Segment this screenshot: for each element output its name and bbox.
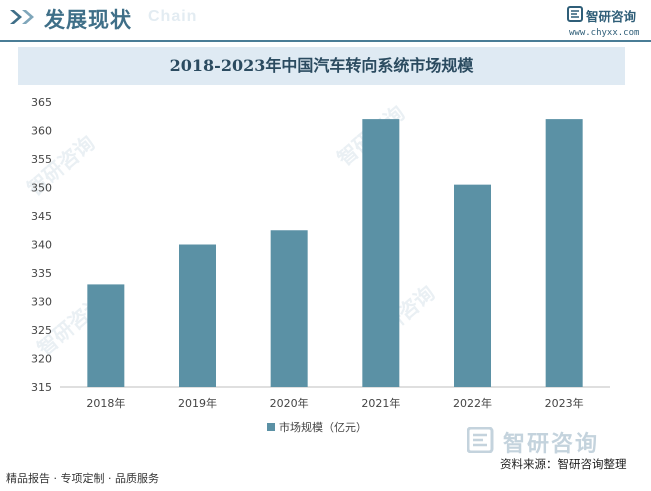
chart-title-band: 2018-2023年中国汽车转向系统市场规模 — [18, 47, 625, 85]
brand-url[interactable]: www.chyxx.com — [569, 28, 640, 38]
y-tick-label: 325 — [31, 324, 52, 337]
brand-name: 智研咨询 — [586, 9, 637, 24]
brand-logo-icon — [567, 6, 583, 22]
x-tick-label: 2018年 — [86, 396, 125, 410]
bar — [454, 184, 491, 387]
x-tick-label: 2023年 — [545, 396, 584, 410]
x-tick-label: 2021年 — [361, 396, 400, 410]
x-tick-label: 2020年 — [270, 396, 309, 410]
bar — [362, 119, 400, 387]
header: 发展现状 Chain 智研咨询 www.chyxx.com — [0, 0, 651, 40]
x-tick-label: 2022年 — [453, 396, 492, 410]
bar-chart: 315 320 325 330 335 340 345 350 355 360 365 2018年 20… — [31, 96, 610, 434]
chart-title: 2018-2023年中国汽车转向系统市场规模 — [169, 56, 474, 75]
bar — [270, 230, 308, 387]
legend-swatch — [267, 423, 275, 431]
y-tick-label: 340 — [31, 239, 52, 252]
legend-label: 市场规模（亿元） — [279, 420, 367, 434]
section-title: 发展现状 — [44, 8, 132, 32]
x-tick-label: 2019年 — [178, 396, 217, 410]
double-chevron-icon — [10, 10, 34, 24]
y-tick-label: 320 — [31, 353, 52, 366]
y-tick-label: 335 — [31, 267, 52, 280]
y-tick-label: 365 — [31, 96, 52, 109]
data-source: 资料来源：智研咨询整理 — [500, 457, 627, 471]
footer-brand: 智研咨询 — [503, 432, 600, 457]
header-watermark: Chain — [148, 8, 198, 25]
bar — [545, 119, 583, 387]
y-tick-label: 350 — [31, 182, 52, 195]
header-divider — [0, 40, 651, 42]
y-tick-label: 330 — [31, 296, 52, 309]
footer-tagline: 精品报告 · 专项定制 · 品质服务 — [6, 472, 159, 485]
bar — [179, 244, 216, 387]
y-tick-label: 345 — [31, 210, 52, 223]
y-tick-label: 355 — [31, 153, 52, 166]
footer-logo-icon — [467, 427, 494, 453]
y-tick-label: 315 — [31, 381, 52, 394]
bar — [87, 284, 125, 387]
y-tick-label: 360 — [31, 125, 52, 138]
